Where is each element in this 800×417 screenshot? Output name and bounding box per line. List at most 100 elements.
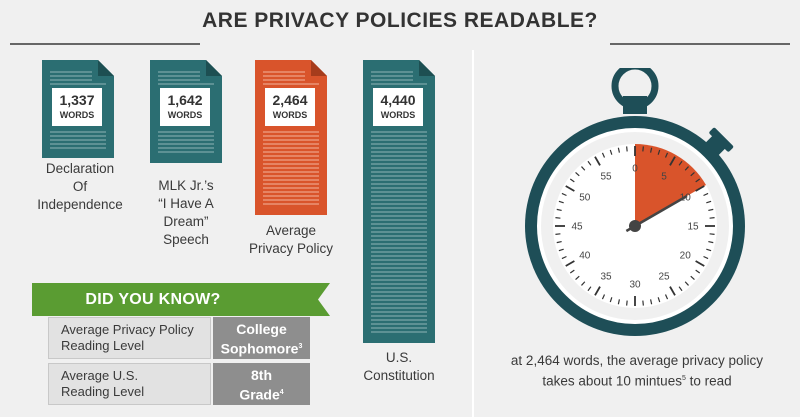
dial-tick — [657, 297, 661, 303]
dial-tick — [575, 172, 580, 177]
dial-label: 5 — [661, 171, 667, 182]
word-count: 1,337 — [59, 92, 95, 108]
dial-tick — [708, 241, 714, 244]
dial-tick — [555, 217, 561, 219]
dial-tick — [556, 208, 562, 211]
label-line: Average Privacy Policy — [61, 322, 194, 337]
dial-tick — [609, 297, 613, 303]
dial-tick — [626, 146, 628, 152]
caption-declaration: Declaration Of Independence — [20, 160, 140, 214]
dial-label: 40 — [579, 251, 591, 262]
dial-tick — [594, 156, 601, 166]
word-count-box: 1,337 WORDS — [52, 88, 102, 126]
dial-label: 50 — [579, 193, 591, 204]
dial-tick — [695, 178, 701, 183]
dial-tick — [581, 281, 586, 286]
dial-tick — [642, 146, 644, 152]
caption-line: U.S. — [385, 350, 413, 365]
document-icon — [363, 60, 435, 343]
reading-level-label-privacy: Average Privacy Policy Reading Level — [48, 317, 211, 359]
caption-line: Of — [72, 179, 88, 194]
dial-tick — [601, 294, 606, 300]
page-title: ARE PRIVACY POLICIES READABLE? — [202, 9, 598, 32]
value-line: Sophomore — [220, 340, 299, 357]
caption-line: takes about 10 mintues — [542, 373, 682, 389]
dial-tick — [642, 300, 644, 306]
caption-line: Independence — [37, 197, 123, 212]
dial-tick — [684, 166, 689, 171]
dial-tick — [594, 286, 601, 296]
value-line: Grade — [239, 386, 280, 403]
caption-line: Average — [265, 223, 317, 238]
document-icon — [255, 60, 327, 215]
dial-tick — [695, 260, 705, 267]
word-count-box: 4,440 WORDS — [373, 88, 423, 126]
did-you-know-heading: DID YOU KNOW? — [85, 291, 221, 308]
dial-tick — [703, 255, 709, 260]
dial-label: 25 — [658, 272, 670, 283]
caption-line: Privacy Policy — [248, 241, 334, 256]
caption-line: at 2,464 words, the average privacy poli… — [510, 353, 764, 368]
stopwatch-hub — [629, 220, 641, 232]
dial-tick — [664, 294, 669, 300]
dial-tick — [569, 178, 575, 183]
dial-tick — [561, 255, 567, 260]
footnote-marker: 4 — [279, 389, 284, 396]
word-count: 2,464 — [272, 92, 308, 108]
dial-tick — [569, 269, 575, 274]
caption-privacy-policy: Average Privacy Policy — [231, 222, 351, 258]
dial-tick — [650, 147, 653, 153]
stopwatch-caption: at 2,464 words, the average privacy poli… — [474, 352, 800, 391]
reading-level-value-us: 8th Grade4 — [213, 363, 310, 405]
document-privacy-policy: 2,464 WORDS — [255, 60, 327, 215]
dial-tick — [558, 200, 564, 204]
reading-level-value-privacy: College Sophomore3 — [213, 317, 310, 359]
word-unit: WORDS — [272, 110, 308, 120]
stopwatch-icon: 0510152025303540455055 — [525, 68, 745, 336]
dial-tick — [703, 192, 709, 197]
dial-tick — [669, 156, 676, 166]
dial-tick — [709, 233, 715, 235]
word-unit: WORDS — [167, 110, 203, 120]
caption-line: “I Have A — [158, 196, 214, 211]
label-line: Reading Level — [61, 384, 145, 399]
dial-tick — [706, 200, 712, 204]
caption-line: MLK Jr.’s — [158, 178, 214, 193]
dial-tick — [555, 233, 561, 235]
dial-tick — [708, 208, 714, 211]
dial-tick — [558, 248, 564, 252]
dial-tick — [709, 217, 715, 219]
dial-tick — [626, 300, 628, 306]
dial-tick — [565, 185, 575, 192]
dial-tick — [695, 269, 701, 274]
caption-us-constitution: U.S. Constitution — [339, 349, 459, 385]
word-count: 4,440 — [380, 92, 416, 108]
caption-line: Speech — [163, 232, 209, 247]
dial-tick — [556, 241, 562, 244]
section-divider — [472, 50, 474, 417]
caption-line: to read — [685, 373, 732, 389]
dial-label: 0 — [632, 164, 638, 175]
label-line: Average U.S. — [61, 368, 139, 383]
word-count: 1,642 — [167, 92, 203, 108]
document-declaration: 1,337 WORDS — [42, 60, 114, 158]
document-mlk-speech: 1,642 WORDS — [150, 60, 222, 163]
dial-tick — [587, 286, 592, 292]
dial-tick — [575, 275, 580, 280]
dial-tick — [695, 185, 705, 192]
word-unit: WORDS — [380, 110, 416, 120]
title-rule-right — [610, 43, 790, 45]
dial-tick — [664, 152, 669, 158]
did-you-know-banner — [32, 283, 330, 316]
document-us-constitution: 4,440 WORDS — [363, 60, 435, 343]
dial-tick — [617, 299, 620, 305]
dial-tick — [690, 275, 695, 280]
word-unit: WORDS — [59, 110, 95, 120]
title-rule-left — [10, 43, 200, 45]
dial-label: 35 — [600, 272, 612, 283]
dial-label: 20 — [680, 251, 692, 262]
caption-mlk-speech: MLK Jr.’s “I Have A Dream” Speech — [128, 177, 244, 249]
footnote-marker: 3 — [298, 343, 303, 350]
dial-tick — [669, 286, 676, 296]
reading-level-label-us: Average U.S. Reading Level — [48, 363, 211, 405]
